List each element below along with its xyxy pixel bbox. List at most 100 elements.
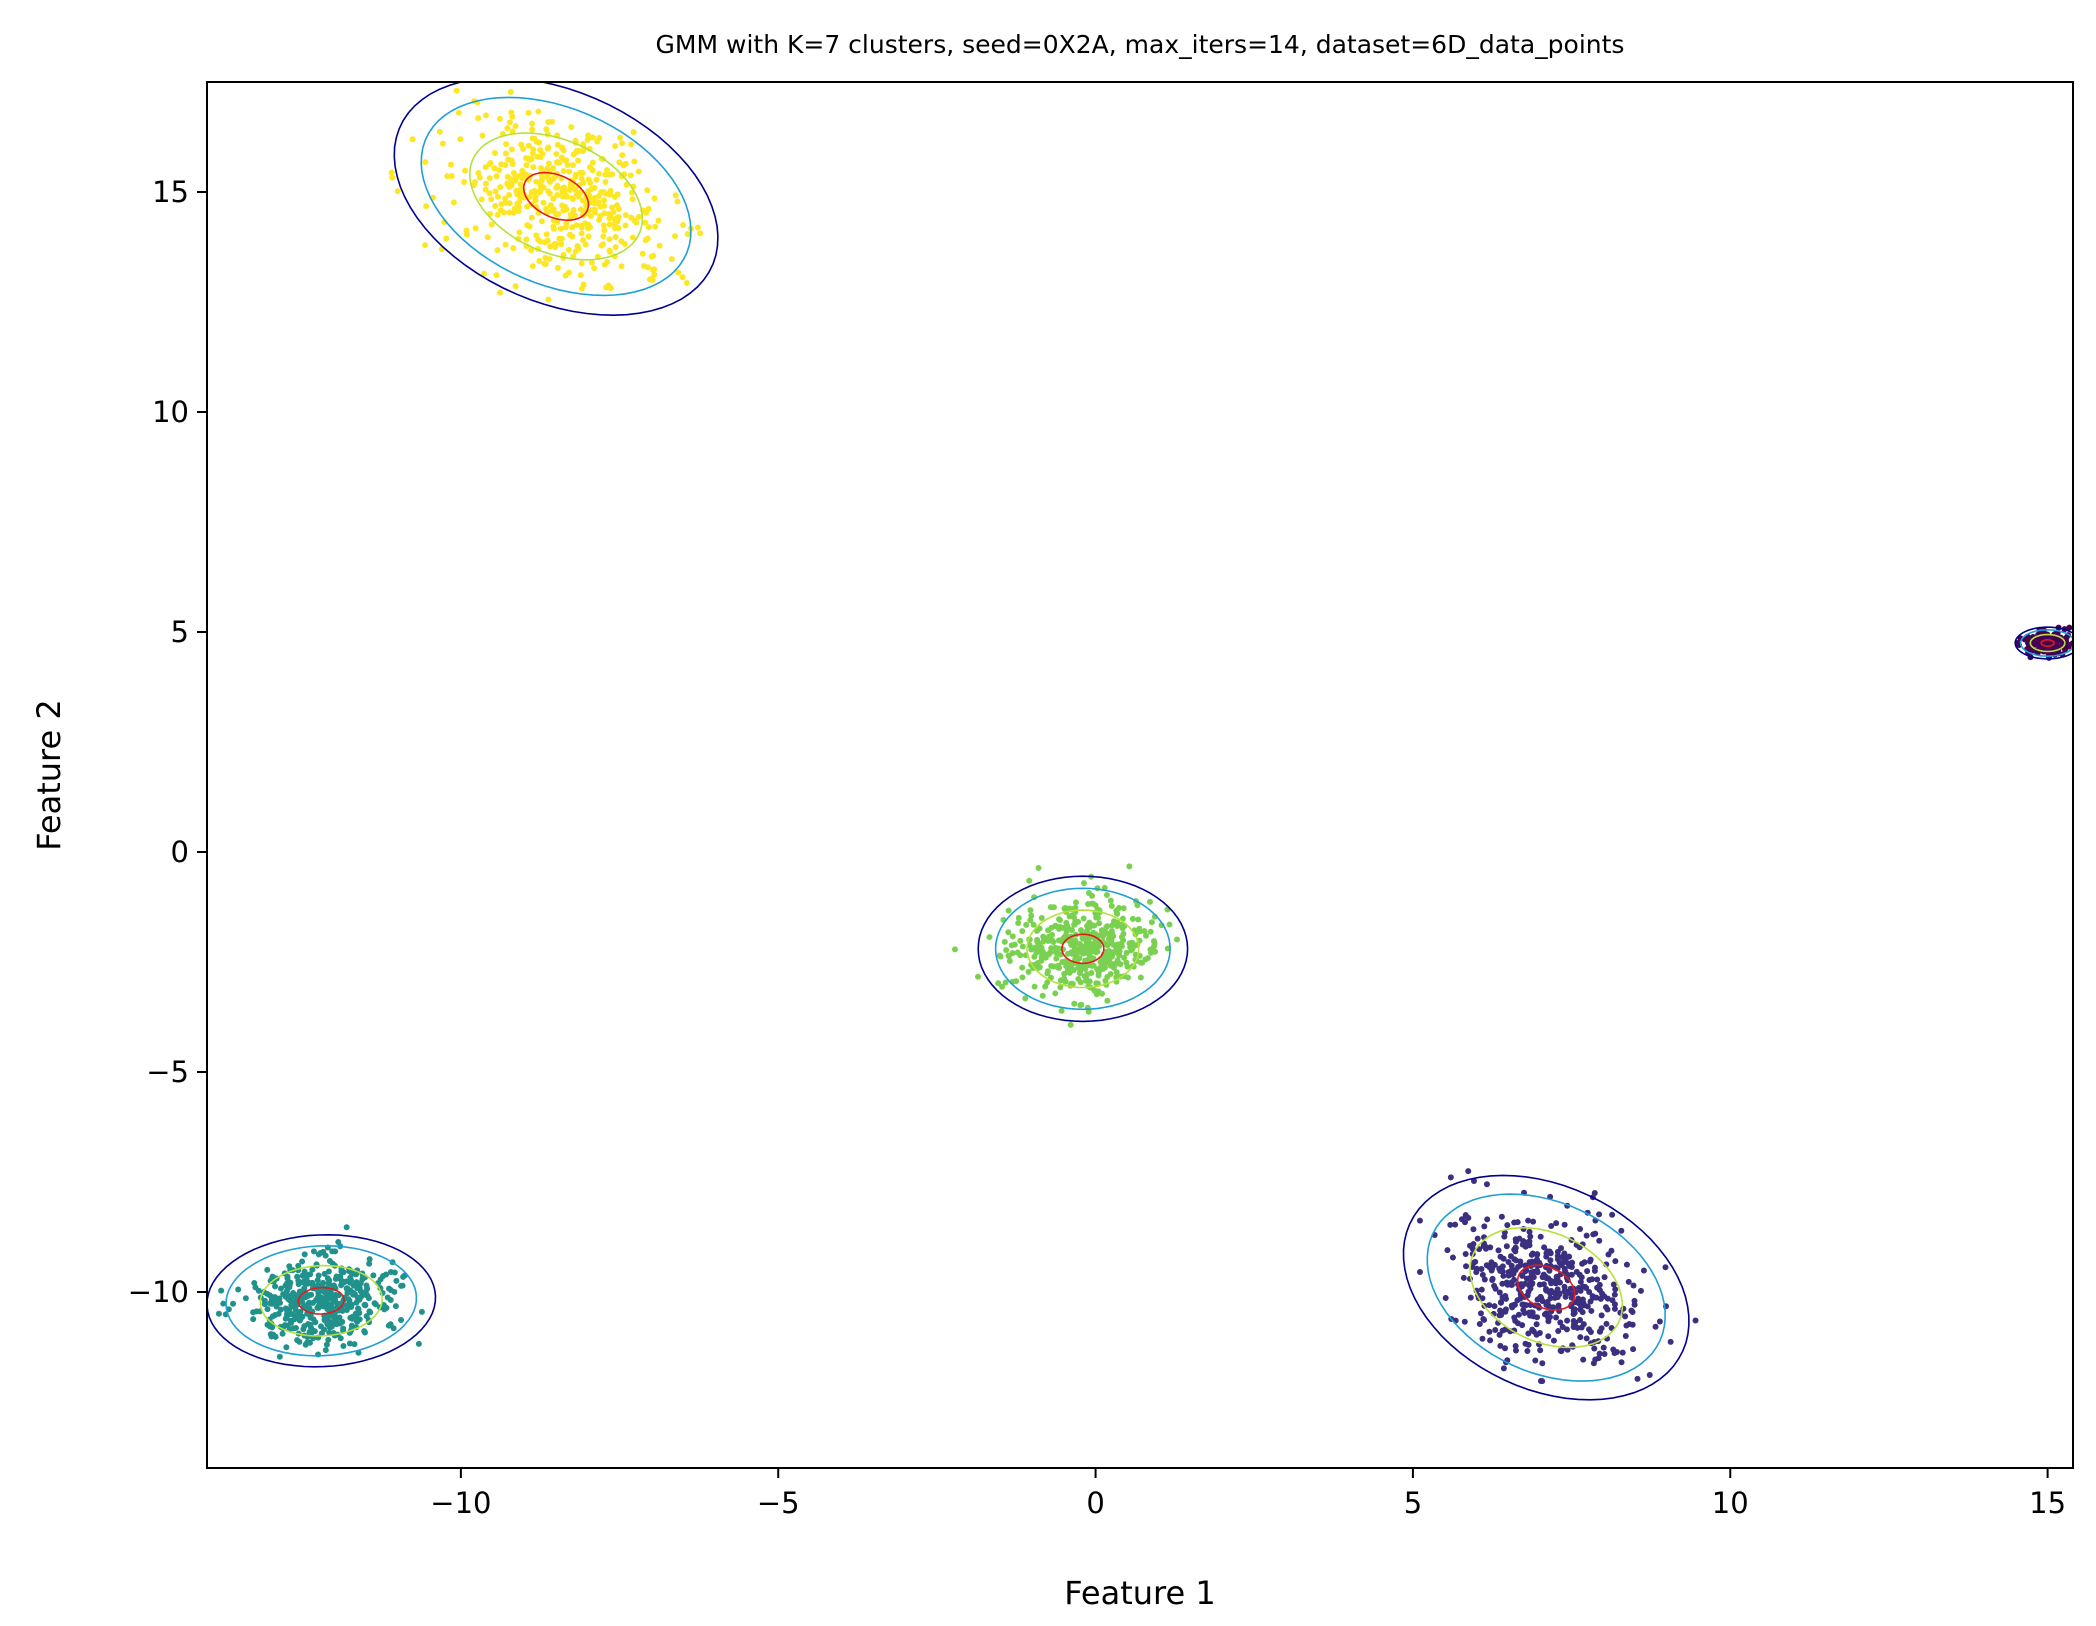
data-point	[1579, 1260, 1586, 1267]
data-point	[1108, 936, 1115, 943]
data-point	[567, 183, 574, 190]
data-point	[366, 1260, 373, 1267]
contour-line	[1026, 909, 1140, 989]
data-point	[1148, 919, 1155, 926]
data-point	[1071, 921, 1078, 928]
data-point	[1114, 945, 1121, 952]
data-point	[1539, 1360, 1546, 1367]
data-point	[1618, 1359, 1625, 1366]
data-point	[1050, 904, 1057, 911]
data-point	[1069, 950, 1076, 957]
data-point	[536, 258, 543, 265]
data-point	[415, 1340, 422, 1347]
data-point	[1537, 1378, 1544, 1385]
data-point	[494, 211, 501, 218]
data-point	[601, 197, 608, 204]
data-point	[1500, 1365, 1507, 1372]
data-point	[229, 1300, 236, 1307]
data-point	[639, 250, 646, 257]
chart-title: GMM with K=7 clusters, seed=0X2A, max_it…	[656, 30, 1625, 59]
data-point	[1525, 1217, 1532, 1224]
data-point	[530, 164, 537, 171]
data-point	[1108, 927, 1115, 934]
data-point	[1575, 1295, 1582, 1302]
data-point	[463, 227, 470, 234]
data-point	[462, 167, 469, 174]
data-point	[392, 1303, 399, 1310]
data-point	[1101, 964, 1108, 971]
plot-area	[207, 82, 2073, 1401]
data-point	[422, 242, 429, 249]
data-point	[366, 1256, 373, 1263]
data-point	[577, 169, 584, 176]
data-point	[1022, 995, 1029, 1002]
data-point	[644, 264, 651, 271]
data-point	[1577, 1334, 1584, 1341]
y-tick-label: 5	[171, 615, 189, 649]
data-point	[1416, 1217, 1423, 1224]
data-point	[1092, 938, 1099, 945]
y-tick-label: 0	[171, 835, 189, 869]
data-point	[348, 1322, 355, 1329]
data-point	[1052, 990, 1059, 997]
data-point	[504, 173, 511, 180]
data-point	[497, 289, 504, 296]
data-point	[292, 1324, 299, 1331]
data-point	[503, 141, 510, 148]
data-point	[627, 172, 634, 179]
data-point	[635, 168, 642, 175]
data-point	[1063, 963, 1070, 970]
data-point	[1032, 944, 1039, 951]
data-point	[1577, 1225, 1584, 1232]
data-point	[1502, 1308, 1509, 1315]
contour-line	[1402, 1174, 1690, 1401]
data-point	[1081, 973, 1088, 980]
data-point	[1588, 1307, 1595, 1314]
data-point	[1563, 1291, 1570, 1298]
data-point	[523, 155, 530, 162]
data-point	[1502, 1345, 1509, 1352]
data-point	[1009, 933, 1016, 940]
data-point	[619, 140, 626, 147]
data-point	[533, 178, 540, 185]
data-point	[1019, 974, 1026, 981]
data-point	[356, 1310, 363, 1317]
data-point	[541, 239, 548, 246]
data-point	[1019, 928, 1026, 935]
data-point	[1579, 1296, 1586, 1303]
data-point	[569, 233, 576, 240]
data-point	[563, 220, 570, 227]
data-point	[461, 178, 468, 185]
data-point	[1166, 921, 1173, 928]
data-point	[391, 1269, 398, 1276]
data-point	[986, 934, 993, 941]
data-point	[215, 1310, 222, 1317]
data-point	[1447, 1221, 1454, 1228]
data-point	[1539, 1298, 1546, 1305]
data-point	[295, 1281, 302, 1288]
data-point	[1541, 1311, 1548, 1318]
data-point	[1015, 919, 1022, 926]
data-point	[340, 1342, 347, 1349]
contour-line	[468, 132, 644, 261]
data-point	[528, 247, 535, 254]
data-point	[493, 272, 500, 279]
data-point	[255, 1287, 262, 1294]
data-point	[1520, 1226, 1527, 1233]
data-point	[1593, 1294, 1600, 1301]
data-point	[558, 241, 565, 248]
data-point	[506, 119, 513, 126]
data-point	[526, 193, 533, 200]
data-point	[398, 1282, 405, 1289]
data-point	[529, 150, 536, 157]
data-point	[615, 225, 622, 232]
data-point	[585, 132, 592, 139]
data-point	[612, 142, 619, 149]
data-point	[325, 1268, 332, 1275]
data-point	[1044, 979, 1051, 986]
data-point	[1610, 1281, 1617, 1288]
data-point	[570, 253, 577, 260]
data-point	[1100, 932, 1107, 939]
data-point	[1568, 1271, 1575, 1278]
data-point	[1086, 941, 1093, 948]
